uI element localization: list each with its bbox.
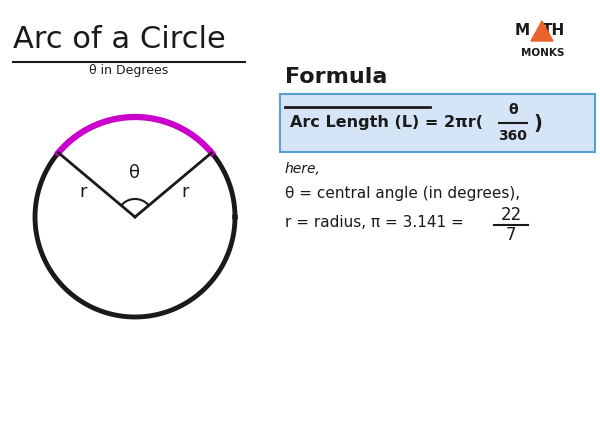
Text: Arc Length (L) = 2πr(: Arc Length (L) = 2πr( xyxy=(290,116,483,130)
Text: 22: 22 xyxy=(500,206,521,224)
Bar xyxy=(280,94,595,152)
Text: ): ) xyxy=(533,114,542,133)
Polygon shape xyxy=(531,21,553,41)
Text: 7: 7 xyxy=(506,226,516,244)
Text: θ: θ xyxy=(130,164,140,182)
Text: Formula: Formula xyxy=(285,67,388,87)
Text: Arc of a Circle: Arc of a Circle xyxy=(13,25,226,54)
Text: TH: TH xyxy=(542,23,565,38)
Text: M: M xyxy=(515,23,530,38)
Text: r: r xyxy=(181,183,189,201)
Text: MONKS: MONKS xyxy=(521,48,565,58)
Text: 360: 360 xyxy=(499,129,527,143)
Text: r = radius, π = 3.141 =: r = radius, π = 3.141 = xyxy=(285,215,469,230)
Text: θ = central angle (in degrees),: θ = central angle (in degrees), xyxy=(285,186,520,201)
Text: θ: θ xyxy=(508,103,518,117)
Text: θ in Degrees: θ in Degrees xyxy=(89,64,169,77)
Text: r: r xyxy=(79,183,87,201)
Text: here,: here, xyxy=(285,162,321,176)
